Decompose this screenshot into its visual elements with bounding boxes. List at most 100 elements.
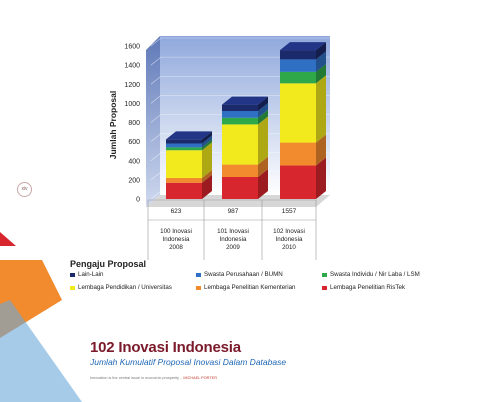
bar-side bbox=[316, 63, 326, 84]
bar-front bbox=[280, 71, 316, 84]
category-label: Indonesia bbox=[163, 236, 190, 243]
side-gridline bbox=[150, 171, 162, 181]
legend-swatch bbox=[322, 285, 327, 290]
quote-text: Innovation is the central issue in econo… bbox=[90, 376, 182, 380]
legend-item: Lembaga Penelitian RisTek bbox=[322, 284, 450, 291]
side-gridline bbox=[150, 152, 162, 161]
legend-label: Swasta Individu / Nir Laba / LSM bbox=[330, 271, 420, 278]
bar-segment bbox=[166, 135, 212, 148]
bar-side bbox=[258, 109, 268, 125]
category-label: 2008 bbox=[169, 244, 183, 251]
legend-label: Lembaga Penelitian Kementerian bbox=[204, 284, 296, 291]
legend-item: Lembaga Penelitian Kementerian bbox=[196, 284, 322, 291]
bar-segment bbox=[222, 103, 268, 118]
y-axis-label: Jumlah Proposal bbox=[108, 91, 118, 160]
bar-segment bbox=[222, 109, 268, 125]
legend-swatch bbox=[196, 285, 201, 290]
side-gridline bbox=[150, 56, 162, 66]
bar-side bbox=[258, 156, 268, 178]
bar-side bbox=[258, 116, 268, 165]
y-tick-label: 0 bbox=[136, 197, 140, 204]
bar-side bbox=[316, 134, 326, 166]
blue-stripe bbox=[0, 300, 82, 402]
bar-segment bbox=[280, 75, 326, 143]
category-total: 1557 bbox=[282, 208, 297, 215]
bar-front bbox=[166, 147, 202, 151]
bar-side bbox=[316, 75, 326, 143]
bar-segment bbox=[280, 51, 326, 72]
legend-item: Swasta Individu / Nir Laba / LSM bbox=[322, 271, 450, 278]
bar-side bbox=[202, 142, 212, 178]
page-title: 102 Inovasi Indonesia bbox=[90, 339, 241, 356]
bar-front bbox=[222, 117, 258, 125]
legend-label: Swasta Perusahaan / BUMN bbox=[204, 271, 283, 278]
legend: Lain-Lain Swasta Perusahaan / BUMN Swasta … bbox=[70, 271, 450, 291]
bar-front bbox=[222, 104, 258, 112]
legend-item: Swasta Perusahaan / BUMN bbox=[196, 271, 322, 278]
bar-segment bbox=[280, 42, 326, 60]
bar-side bbox=[316, 42, 326, 60]
bar-segment bbox=[222, 169, 268, 199]
bar-side bbox=[258, 103, 268, 118]
y-tick-label: 1000 bbox=[124, 101, 140, 108]
bar-front bbox=[280, 142, 316, 166]
legend-swatch bbox=[70, 285, 75, 290]
bar-segment bbox=[166, 131, 212, 144]
page-number-badge: xiv bbox=[17, 182, 32, 197]
category-total: 623 bbox=[171, 208, 182, 215]
category-label: 2010 bbox=[282, 244, 296, 251]
bar-front bbox=[222, 177, 258, 199]
bar-front bbox=[222, 111, 258, 118]
bar-segment bbox=[280, 157, 326, 199]
legend-item: Lain-Lain bbox=[70, 271, 196, 278]
side-gridline bbox=[150, 37, 162, 47]
bar-segment bbox=[222, 116, 268, 165]
bar-front bbox=[222, 124, 258, 165]
bar-front bbox=[166, 143, 202, 148]
stacked-bar-chart: 0 200 400 600 800 1000 1200 1400 1600 Jumlah Pro… bbox=[108, 36, 330, 260]
bar-segment bbox=[166, 142, 212, 178]
bar-top bbox=[222, 96, 268, 105]
side-gridline bbox=[150, 190, 162, 200]
red-stripe bbox=[0, 232, 16, 246]
bar-side bbox=[316, 157, 326, 199]
bar-segment bbox=[280, 134, 326, 166]
bar-front bbox=[280, 165, 316, 199]
bar-side bbox=[202, 139, 212, 151]
y-tick-label: 1600 bbox=[124, 44, 140, 51]
bar-front bbox=[280, 59, 316, 72]
category-total: 987 bbox=[228, 208, 239, 215]
legend-label: Lembaga Pendidikan / Universitas bbox=[78, 284, 172, 291]
side-gridline bbox=[150, 95, 162, 104]
legend-item: Lembaga Pendidikan / Universitas bbox=[70, 284, 196, 291]
legend-label: Lain-Lain bbox=[78, 271, 104, 278]
y-tick-label: 200 bbox=[128, 177, 140, 184]
bar-side bbox=[202, 174, 212, 199]
bar-segment bbox=[166, 169, 212, 183]
bar-side bbox=[258, 169, 268, 199]
y-tick-label: 1200 bbox=[124, 82, 140, 89]
bar-front bbox=[222, 164, 258, 178]
bar-front bbox=[166, 177, 202, 183]
bar-side bbox=[258, 96, 268, 112]
bar-segment bbox=[166, 174, 212, 199]
bar-top bbox=[280, 42, 326, 51]
bar-front bbox=[280, 83, 316, 143]
y-tick-label: 1400 bbox=[124, 63, 140, 70]
legend-swatch bbox=[322, 272, 327, 277]
category-label: 2009 bbox=[226, 244, 240, 251]
quote-author: MICHAEL PORTER bbox=[183, 376, 217, 380]
bar-side bbox=[202, 135, 212, 148]
legend-title: Pengaju Proposal bbox=[70, 259, 147, 269]
side-gridline bbox=[150, 114, 162, 123]
side-gridline bbox=[150, 133, 162, 142]
bar-segment bbox=[280, 63, 326, 84]
y-tick-label: 800 bbox=[128, 120, 140, 127]
bar-segment bbox=[222, 156, 268, 178]
category-label: 101 Inovasi bbox=[217, 228, 249, 235]
quote: Innovation is the central issue in econo… bbox=[90, 376, 217, 380]
legend-swatch bbox=[196, 272, 201, 277]
category-label: Indonesia bbox=[220, 236, 247, 243]
